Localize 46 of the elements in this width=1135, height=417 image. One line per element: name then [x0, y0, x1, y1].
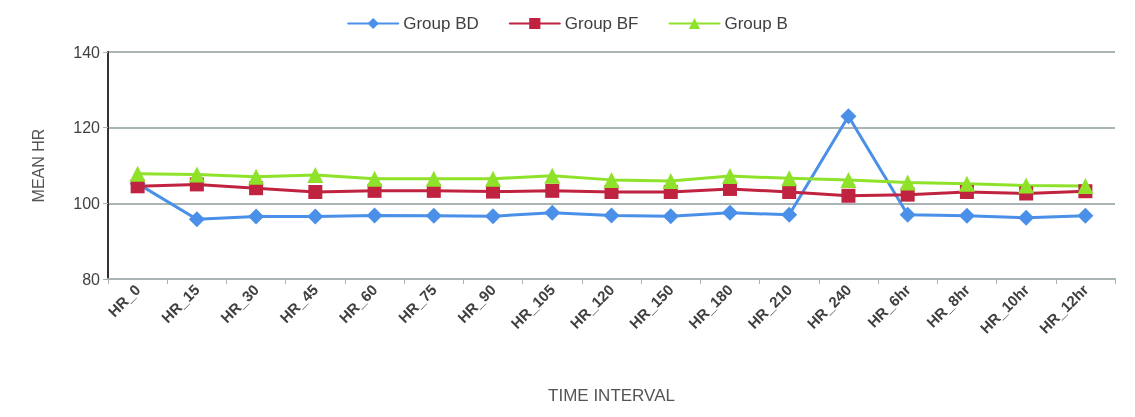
legend-label: Group BF: [564, 14, 639, 33]
point: [840, 171, 857, 188]
point: [248, 208, 265, 225]
point: [485, 208, 502, 225]
legend-label: Group BD: [403, 14, 479, 33]
y-tick-label: 120: [73, 119, 101, 137]
point: [1077, 177, 1094, 194]
point: [188, 166, 205, 183]
point: [603, 207, 620, 224]
point: [662, 173, 679, 190]
point: [958, 175, 975, 192]
y-axis-title: MEAN HR: [29, 128, 47, 203]
point: [308, 184, 323, 199]
point: [1018, 209, 1035, 226]
point: [425, 170, 442, 187]
point: [781, 170, 798, 187]
point: [840, 108, 857, 125]
point: [485, 170, 502, 187]
point: [721, 168, 738, 185]
point: [781, 206, 798, 223]
point: [129, 165, 146, 182]
point: [841, 188, 856, 203]
point: [899, 206, 916, 223]
point: [425, 207, 442, 224]
point: [603, 171, 620, 188]
point: [545, 183, 560, 198]
x-axis-title: TIME INTERVAL: [548, 386, 675, 405]
point: [899, 174, 916, 191]
point: [366, 170, 383, 187]
y-tick-label: 80: [82, 270, 101, 288]
point: [958, 207, 975, 224]
y-tick-label: 100: [73, 194, 101, 212]
y-tick-label: 140: [73, 43, 101, 61]
point: [1018, 177, 1035, 194]
point: [721, 204, 738, 221]
point: [366, 207, 383, 224]
point: [188, 211, 205, 228]
point: [307, 166, 324, 183]
point: [782, 184, 797, 199]
point: [544, 204, 561, 221]
point: [662, 208, 679, 225]
legend-label: Group B: [724, 14, 788, 33]
point: [307, 208, 324, 225]
point: [1077, 207, 1094, 224]
point: [248, 168, 265, 185]
point: [544, 167, 561, 184]
